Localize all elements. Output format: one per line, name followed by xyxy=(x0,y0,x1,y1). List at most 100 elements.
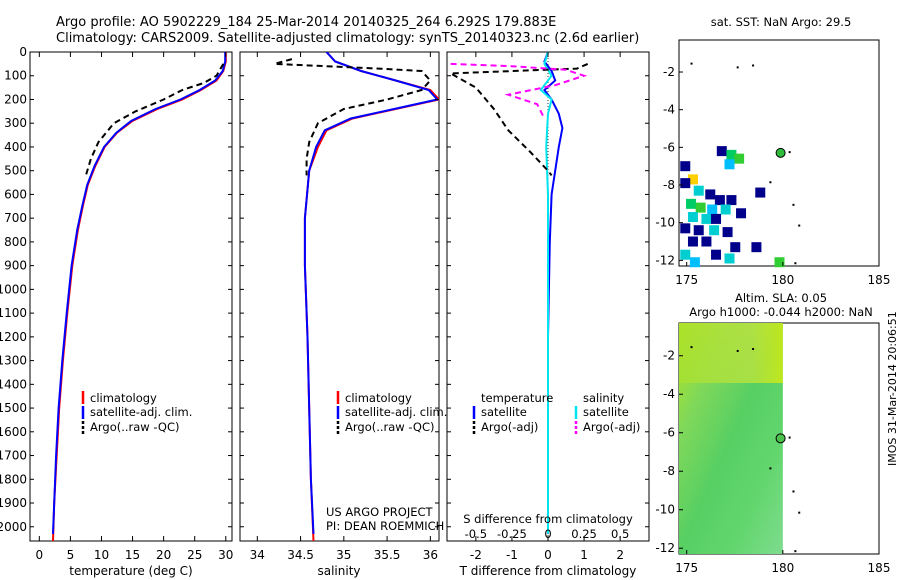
series-argo-raw-qc- xyxy=(84,63,225,176)
coast-speck xyxy=(736,66,739,69)
sst-cell xyxy=(711,249,722,260)
x-tick-label: -2 xyxy=(470,548,482,562)
sst-cell xyxy=(693,225,704,236)
salinity-panel xyxy=(239,51,440,542)
sst-cell xyxy=(709,225,720,236)
sst-cell xyxy=(687,212,698,223)
sst-cell xyxy=(722,227,733,238)
project-label: US ARGO PROJECT xyxy=(326,505,434,519)
coast-speck xyxy=(752,64,755,67)
series-satellite-adj-clim- xyxy=(303,52,439,534)
map-y-tick-label: -2 xyxy=(663,65,675,79)
depth-tick-label: 200 xyxy=(4,92,27,106)
sst-cell xyxy=(730,242,741,253)
depth-tick-label: 1000 xyxy=(0,282,27,296)
coast-speck xyxy=(792,203,795,206)
map-x-tick-label: 180 xyxy=(771,561,794,575)
legend-argo: Argo(..raw -QC) xyxy=(90,420,180,434)
sst-cell xyxy=(686,198,697,209)
map-y-tick-label: -8 xyxy=(663,178,675,192)
series-salinity-argo-adj- xyxy=(450,62,588,119)
map-y-tick-label: -2 xyxy=(663,349,675,363)
x-tick-label: 5 xyxy=(67,548,75,562)
coast-speck xyxy=(794,550,797,553)
coast-speck xyxy=(690,62,693,65)
depth-tick-label: 1700 xyxy=(0,449,27,463)
x-tick-label: 25 xyxy=(187,548,202,562)
depth-tick-label: 800 xyxy=(4,235,27,249)
sst-cell xyxy=(734,153,745,164)
sst-cell xyxy=(726,195,737,206)
map-y-tick-label: -10 xyxy=(655,503,675,517)
series-satellite-adj-clim- xyxy=(52,52,227,534)
depth-tick-label: 1900 xyxy=(0,496,27,510)
sst-cell xyxy=(724,159,735,170)
depth-tick-label: 600 xyxy=(4,187,27,201)
sst-cell xyxy=(714,195,725,206)
temperature-series xyxy=(52,52,227,541)
sst-cell xyxy=(687,174,698,185)
salinity-series xyxy=(274,52,439,541)
series-salinity-satellite xyxy=(539,52,553,534)
sst-cell xyxy=(774,257,785,268)
depth-tick-label: 900 xyxy=(4,259,27,273)
sst-cell xyxy=(705,189,716,200)
x-tick-label: 2 xyxy=(616,548,624,562)
salinity-xlabel: salinity xyxy=(317,564,360,578)
coast-speck xyxy=(794,262,797,265)
series-temperature-satellite xyxy=(543,52,564,534)
map-y-tick-label: -6 xyxy=(663,140,675,154)
legend-argo: Argo(..raw -QC) xyxy=(345,420,435,434)
difference-series xyxy=(447,52,589,541)
sst-cell xyxy=(736,208,747,219)
legend-climatology: climatology xyxy=(345,391,412,405)
sst-cells xyxy=(680,62,801,268)
sst-cell xyxy=(680,178,691,189)
map-y-tick-label: -12 xyxy=(655,541,675,555)
map-y-tick-label: -10 xyxy=(655,216,675,230)
x-tick-label: 20 xyxy=(156,548,171,562)
map-x-tick-label: 180 xyxy=(771,273,794,287)
map-y-tick-label: -6 xyxy=(663,426,675,440)
axes-ticks: 0 5 10 15 20 25 30 34 34.5 35 35.5 36 -2 -1 0 1 2 -0.5 -0.… xyxy=(0,45,649,562)
top-tick-label: -0.5 xyxy=(465,527,487,541)
x-tick-label: 0 xyxy=(36,548,44,562)
sst-cell xyxy=(724,253,735,264)
top-tick-label: 0.25 xyxy=(571,527,597,541)
legend-satellite: satellite-adj. clim. xyxy=(90,405,192,419)
map-x-tick-label: 185 xyxy=(868,273,891,287)
x-tick-label: 34 xyxy=(250,548,265,562)
depth-tick-label: 300 xyxy=(4,116,27,130)
legend-temp-argo: Argo(-adj) xyxy=(481,420,538,434)
sst-title: sat. SST: NaN Argo: 29.5 xyxy=(711,15,852,29)
coast-speck xyxy=(798,224,801,227)
legend-temperature-heading: temperature xyxy=(481,391,553,405)
sst-cell xyxy=(716,146,727,157)
sst-cell xyxy=(680,249,691,260)
sst-cell xyxy=(701,213,712,224)
depth-tick-label: 1200 xyxy=(0,330,27,344)
header-line2: Climatology: CARS2009. Satellite-adjuste… xyxy=(56,31,639,46)
legend-sal-satellite: satellite xyxy=(583,405,629,419)
depth-tick-label: 2000 xyxy=(0,520,27,534)
depth-tick-label: 500 xyxy=(4,164,27,178)
series-temperature-argo-adj- xyxy=(447,62,589,177)
x-tick-label: 35.5 xyxy=(374,548,401,562)
sst-cell xyxy=(680,223,691,234)
top-tick-label: 0.5 xyxy=(611,527,629,541)
coast-speck xyxy=(769,181,772,184)
coast-speck xyxy=(798,511,801,514)
temperature-panel xyxy=(29,51,233,542)
map-x-tick-label: 175 xyxy=(675,561,698,575)
map-y-tick-label: -8 xyxy=(663,464,675,478)
sst-cell xyxy=(711,213,722,224)
coast-speck xyxy=(736,349,739,352)
map-y-tick-label: -4 xyxy=(663,103,675,117)
salinity-legend: climatology satellite-adj. clim. Argo(..… xyxy=(336,391,447,434)
x-tick-label: 30 xyxy=(218,548,233,562)
legend-sal-argo: Argo(-adj) xyxy=(583,420,640,434)
depth-tick-label: 700 xyxy=(4,211,27,225)
sst-cell xyxy=(726,149,737,160)
sst-cell xyxy=(693,185,704,196)
